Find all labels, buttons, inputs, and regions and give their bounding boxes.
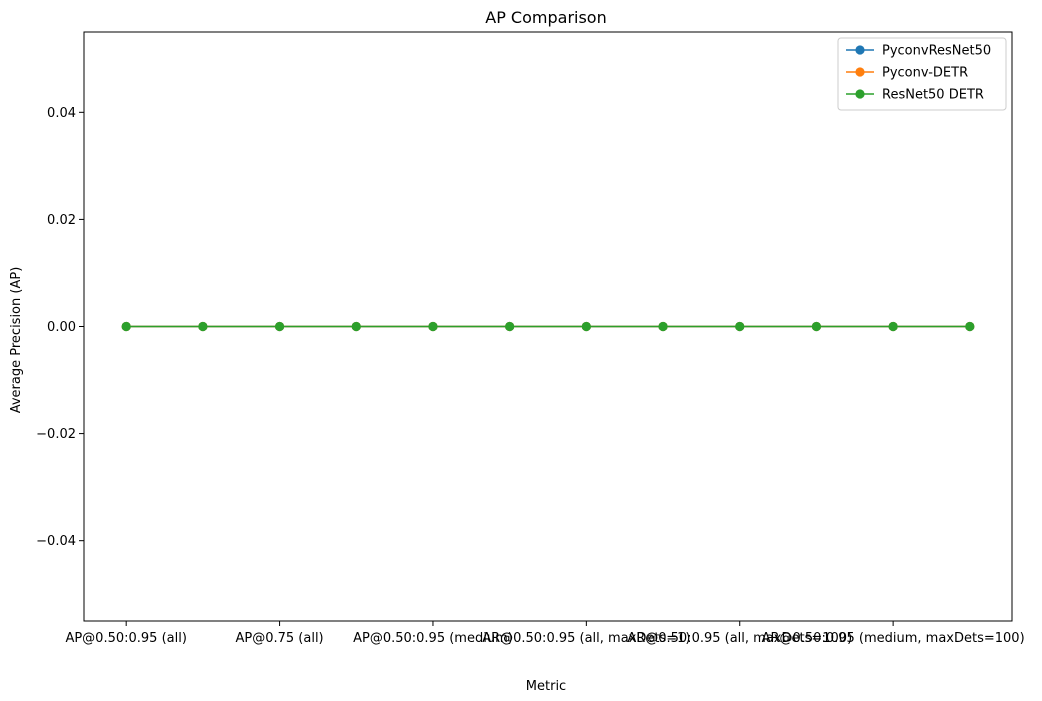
x-tick-label: AP@0.50:0.95 (all) [65, 631, 186, 646]
x-tick-label: AP@0.75 (all) [235, 631, 323, 646]
data-point [888, 321, 898, 332]
y-axis-label: Average Precision (AP) [9, 267, 24, 414]
legend-item: PyconvResNet50 [846, 44, 991, 59]
legend: PyconvResNet50 Pyconv-DETR ResNet50 DETR [837, 37, 1007, 111]
data-point [965, 321, 975, 332]
legend-item: Pyconv-DETR [846, 66, 968, 81]
data-point [658, 321, 668, 332]
series-resnet50-detr [121, 321, 975, 332]
legend-label: PyconvResNet50 [882, 44, 991, 59]
data-point [121, 321, 131, 332]
y-tick-label: 0.02 [47, 213, 76, 228]
data-point [198, 321, 208, 332]
x-axis: AP@0.50:0.95 (all) AP@0.75 (all) AP@0.50:0… [65, 621, 1025, 646]
data-point [735, 321, 745, 332]
y-tick-label: −0.04 [36, 534, 76, 549]
y-tick-label: −0.02 [36, 427, 76, 442]
x-tick-label: AR@0.50:0.95 (all, maxDets=1) [482, 631, 690, 646]
legend-item: ResNet50 DETR [846, 88, 984, 103]
legend-box [837, 37, 1007, 111]
data-point [351, 321, 361, 332]
x-axis-label: Metric [526, 679, 566, 694]
data-point [811, 321, 822, 332]
y-axis: −0.04 −0.02 0.00 0.02 0.04 [36, 106, 84, 549]
chart-title: AP Comparison [485, 8, 606, 27]
data-point [581, 321, 591, 332]
y-tick-label: 0.04 [47, 106, 76, 121]
legend-marker [855, 45, 865, 55]
series-layer [121, 321, 975, 332]
x-tick-label: AR@0.50:0.95 (medium, maxDets=100) [762, 631, 1025, 646]
x-tick-label: AP@0.50:0.95 (medium) [353, 631, 513, 646]
x-tick-label: AR@0.50:0.95 (all, maxDets=100) [627, 631, 852, 646]
legend-label: Pyconv-DETR [882, 66, 968, 81]
legend-marker [855, 89, 865, 99]
y-tick-label: 0.00 [47, 320, 76, 335]
data-point [505, 321, 515, 332]
legend-label: ResNet50 DETR [882, 88, 984, 103]
data-point [274, 321, 285, 332]
data-point [428, 321, 438, 332]
legend-marker [855, 67, 865, 77]
